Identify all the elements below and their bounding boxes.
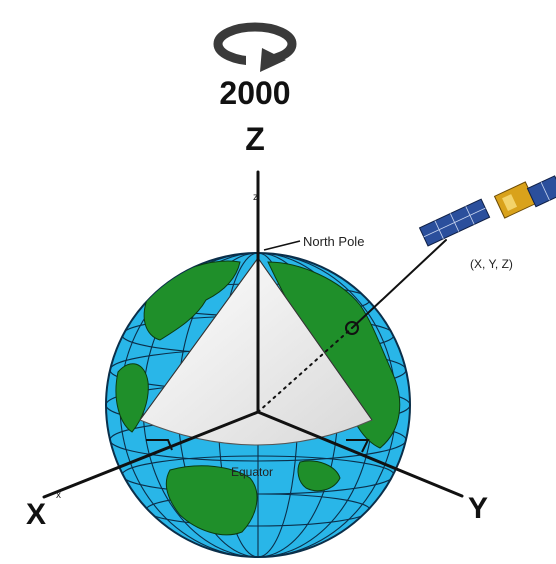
x-axis-small-label: x <box>56 490 61 501</box>
z-axis-small-label: z <box>253 192 258 203</box>
y-axis-label: Y <box>468 492 488 525</box>
satellite-position-label: (X, Y, Z) <box>470 257 513 271</box>
epoch-label: 2000 <box>219 75 290 111</box>
position-vector <box>257 327 353 413</box>
x-axis <box>42 410 260 499</box>
z-axis-label: Z <box>245 121 265 157</box>
rotation-arrow-icon <box>213 22 297 72</box>
x-axis-label: X <box>26 498 46 531</box>
y-axis <box>256 410 464 498</box>
cutaway-octant <box>139 257 373 446</box>
axes <box>42 170 464 499</box>
satellite-left-panel <box>418 198 491 247</box>
satellite-right-panel <box>526 175 556 208</box>
north-pole-label: North Pole <box>303 234 364 249</box>
equator-label: Equator <box>231 465 273 479</box>
continents <box>115 260 401 536</box>
satellite-icon <box>418 175 556 247</box>
north-pole-leader <box>263 240 301 251</box>
satellite-leader-line <box>351 239 447 329</box>
satellite-ground-point <box>345 321 359 335</box>
